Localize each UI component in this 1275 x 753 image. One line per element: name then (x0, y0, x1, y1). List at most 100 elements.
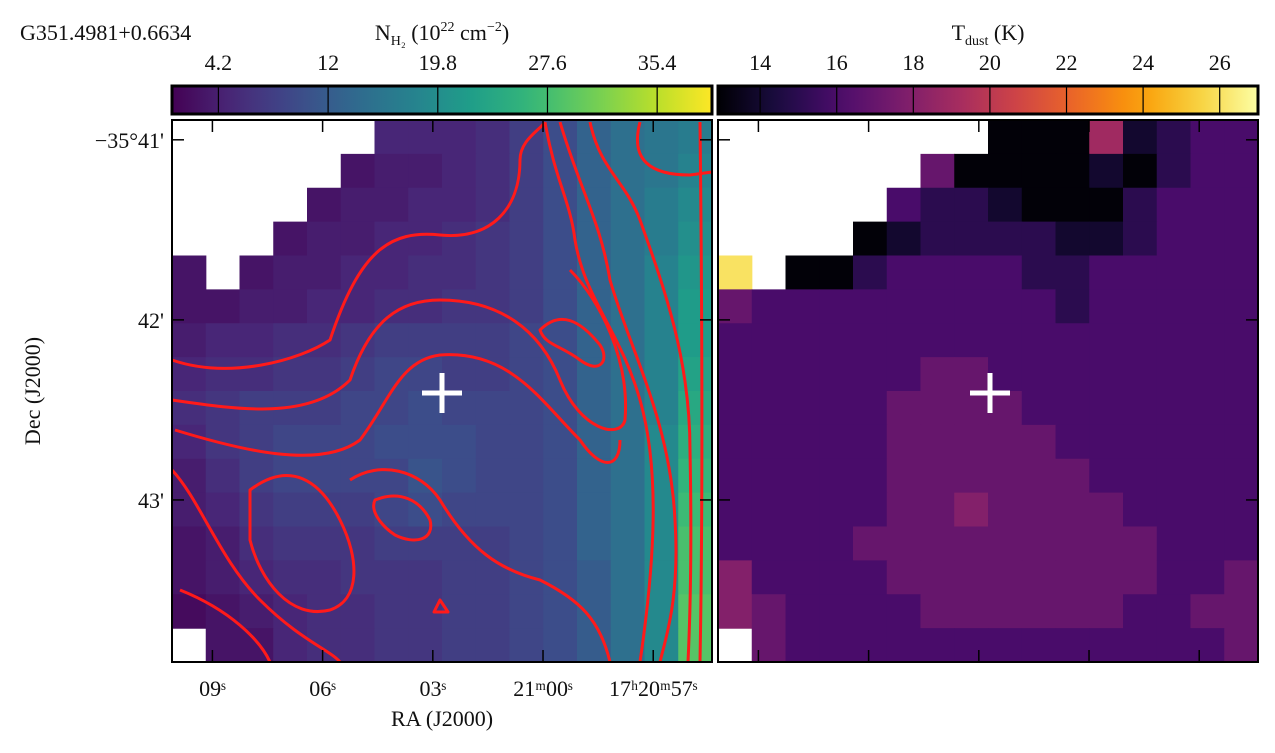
pixel (577, 458, 612, 494)
pixel (1021, 391, 1057, 426)
pixel (718, 289, 753, 324)
pixel (678, 255, 713, 290)
pixel (886, 357, 922, 392)
pixel (1089, 594, 1124, 629)
pixel (1224, 357, 1259, 392)
pixel (543, 492, 578, 528)
pixel (509, 458, 544, 494)
pixel (1156, 221, 1192, 257)
pixel (475, 526, 511, 561)
pixel (374, 594, 409, 629)
pixel (1055, 594, 1090, 629)
pixel (1123, 458, 1158, 494)
pixel (644, 120, 679, 155)
pixel (273, 221, 308, 257)
pixel (1156, 458, 1192, 494)
pixel (1190, 391, 1225, 426)
pixel (718, 594, 753, 629)
colorbar (716, 84, 1260, 116)
pixel (920, 255, 955, 290)
contour (179, 588, 272, 663)
source-marker (422, 373, 1010, 413)
pixel (853, 255, 888, 290)
contours (170, 121, 713, 664)
pixel (273, 492, 308, 528)
pixel (1190, 458, 1225, 494)
pixel (751, 323, 787, 358)
pixel (1224, 323, 1259, 358)
pixel (1190, 594, 1225, 629)
pixel (374, 187, 409, 223)
pixel (718, 323, 753, 358)
pixel (239, 492, 274, 528)
pixel (442, 120, 477, 155)
pixel (678, 492, 713, 528)
colorbar-label-part: dust (965, 34, 988, 49)
pixel (1021, 628, 1057, 663)
contour (349, 468, 612, 663)
pixel (509, 628, 544, 663)
pixel (408, 289, 443, 324)
pixel (853, 357, 888, 392)
pixel (988, 221, 1023, 257)
pixel (1021, 560, 1057, 595)
pixel (509, 120, 544, 155)
pixel (509, 323, 544, 358)
pixel (1224, 255, 1259, 290)
pixel (1123, 255, 1158, 290)
pixel (475, 120, 511, 155)
pixel (1021, 120, 1057, 155)
colorbar-label-part: (K) (988, 20, 1024, 45)
pixel (509, 153, 544, 189)
pixel (920, 323, 955, 358)
pixel (678, 628, 713, 663)
pixel (1156, 526, 1192, 561)
pixel (853, 221, 888, 257)
pixel (819, 492, 854, 528)
chart-title: G351.4981+0.6634 (20, 20, 191, 45)
pixel (819, 560, 854, 595)
pixel (988, 153, 1023, 189)
pixel (340, 323, 376, 358)
pixel (442, 628, 477, 663)
pixel (1224, 594, 1259, 629)
pixel (239, 526, 274, 561)
pixel (1224, 628, 1259, 663)
pixel (678, 594, 713, 629)
pixel (853, 424, 888, 460)
pixel (1123, 492, 1158, 528)
pixel (785, 492, 820, 528)
x-tick-label: 03ˢ (419, 676, 446, 701)
pixel (718, 255, 753, 290)
pixel (853, 323, 888, 358)
pixel (442, 221, 477, 257)
pixel (678, 526, 713, 561)
pixel (1156, 594, 1192, 629)
pixel (751, 560, 787, 595)
pixel (988, 255, 1023, 290)
pixel (205, 458, 241, 494)
pixel (751, 526, 787, 561)
pixel (1055, 357, 1090, 392)
pixel (718, 526, 753, 561)
pixel (340, 492, 376, 528)
pixel (374, 424, 409, 460)
pixel (819, 458, 854, 494)
pixel (1190, 526, 1225, 561)
pixel (1021, 458, 1057, 494)
colorbar-tick-label: 26 (1209, 50, 1231, 75)
pixel (644, 323, 679, 358)
pixel (1089, 323, 1124, 358)
colorbar-label-part: cm (455, 20, 487, 45)
contour (543, 121, 655, 663)
pixel (172, 526, 207, 561)
pixel (1123, 323, 1158, 358)
pixel (954, 323, 989, 358)
pixel (442, 560, 477, 595)
pixel (819, 323, 854, 358)
pixel (408, 323, 443, 358)
pixel (678, 560, 713, 595)
pixel (1021, 492, 1057, 528)
pixel (1123, 120, 1158, 155)
pixel (543, 560, 578, 595)
